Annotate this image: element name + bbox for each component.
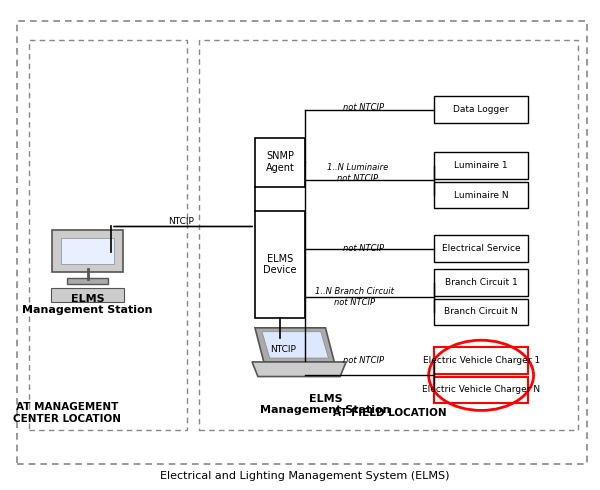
Text: AT MANAGEMENT
CENTER LOCATION: AT MANAGEMENT CENTER LOCATION (13, 402, 121, 424)
Text: ELMS
Device: ELMS Device (263, 254, 296, 275)
FancyBboxPatch shape (61, 238, 114, 265)
Polygon shape (262, 332, 328, 358)
Text: NTCIP: NTCIP (169, 218, 194, 226)
FancyBboxPatch shape (434, 298, 528, 325)
FancyBboxPatch shape (52, 230, 123, 272)
FancyBboxPatch shape (67, 278, 108, 284)
Text: Branch Circuit N: Branch Circuit N (444, 308, 518, 317)
FancyBboxPatch shape (255, 211, 305, 318)
Text: NTCIP: NTCIP (269, 345, 296, 354)
Text: Electric Vehicle Charger 1: Electric Vehicle Charger 1 (422, 356, 539, 365)
Text: 1..N Luminaire
not NTCIP: 1..N Luminaire not NTCIP (327, 163, 388, 183)
FancyBboxPatch shape (434, 235, 528, 262)
Text: 1..N Branch Circuit
not NTCIP: 1..N Branch Circuit not NTCIP (316, 288, 394, 307)
FancyBboxPatch shape (434, 97, 528, 123)
Polygon shape (252, 362, 346, 376)
Polygon shape (255, 328, 334, 362)
Text: Luminaire 1: Luminaire 1 (454, 161, 508, 171)
FancyBboxPatch shape (434, 270, 528, 296)
Text: Electrical and Lighting Management System (ELMS): Electrical and Lighting Management Syste… (160, 471, 449, 482)
Text: not NTCIP: not NTCIP (343, 356, 384, 366)
FancyBboxPatch shape (434, 376, 528, 403)
Text: not NTCIP: not NTCIP (343, 103, 384, 112)
Text: Branch Circuit 1: Branch Circuit 1 (445, 278, 518, 287)
FancyBboxPatch shape (255, 138, 305, 187)
Text: AT FIELD LOCATION: AT FIELD LOCATION (333, 408, 447, 418)
FancyBboxPatch shape (434, 347, 528, 374)
Text: Electrical Service: Electrical Service (442, 244, 520, 253)
Text: Luminaire N: Luminaire N (454, 191, 508, 199)
FancyBboxPatch shape (51, 288, 124, 302)
Text: Electric Vehicle Charger N: Electric Vehicle Charger N (422, 386, 540, 394)
Text: ELMS
Management Station: ELMS Management Station (260, 393, 391, 415)
Text: SNMP
Agent: SNMP Agent (266, 151, 295, 173)
Text: ELMS
Management Station: ELMS Management Station (22, 294, 153, 316)
Text: Data Logger: Data Logger (454, 105, 509, 114)
FancyBboxPatch shape (434, 152, 528, 179)
FancyBboxPatch shape (434, 182, 528, 208)
Text: not NTCIP: not NTCIP (343, 244, 384, 253)
